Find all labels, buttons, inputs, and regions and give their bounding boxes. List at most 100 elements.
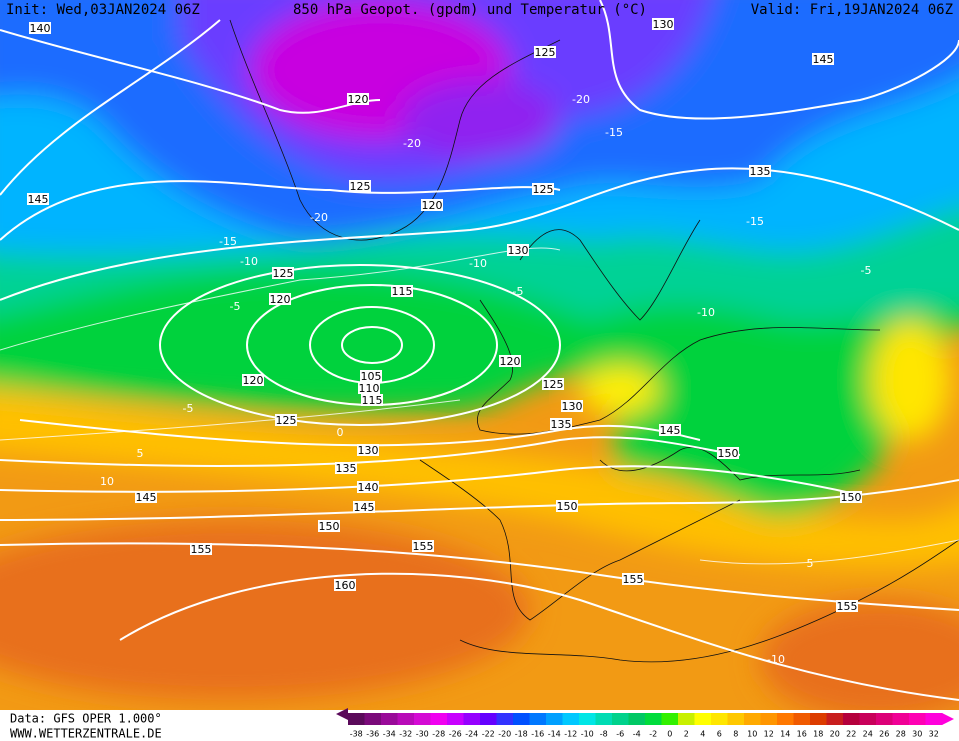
colorbar-swatch bbox=[810, 713, 827, 725]
colorbar-swatch bbox=[579, 713, 596, 725]
colorbar-arrow-left bbox=[336, 708, 348, 720]
colorbar-tick-label: -30 bbox=[416, 730, 429, 739]
colorbar-tick-label: 6 bbox=[717, 730, 722, 739]
geopotential-label: 105 bbox=[361, 370, 382, 383]
label-box bbox=[358, 382, 380, 394]
geopotential-label: 130 bbox=[653, 18, 674, 31]
label-box bbox=[334, 579, 356, 591]
data-source: Data: GFS OPER 1.000° bbox=[10, 712, 162, 726]
geopotential-label: 110 bbox=[359, 382, 380, 395]
geopotential-label: 145 bbox=[660, 424, 681, 437]
label-box bbox=[421, 199, 443, 211]
colorbar-swatch bbox=[645, 713, 662, 725]
colorbar-tick-label: -8 bbox=[600, 730, 608, 739]
colorbar-swatch bbox=[612, 713, 629, 725]
temperature-label: -15 bbox=[219, 235, 237, 248]
geopotential-label: 145 bbox=[813, 53, 834, 66]
geopotential-label: 115 bbox=[392, 285, 413, 298]
temperature-field bbox=[0, 0, 959, 720]
geopotential-label: 120 bbox=[500, 355, 521, 368]
label-box bbox=[550, 418, 572, 430]
geopotential-label: 145 bbox=[136, 491, 157, 504]
temperature-label: -20 bbox=[572, 93, 590, 106]
temperature-label: -10 bbox=[697, 306, 715, 319]
map-title: 850 hPa Geopot. (gpdm) und Temperatur (°… bbox=[293, 2, 647, 18]
colorbar-swatch bbox=[876, 713, 893, 725]
colorbar-swatch bbox=[348, 713, 365, 725]
contour-labels: 140 130 125 145 120 125 120 125 135 145 130 125 120 1… bbox=[27, 18, 871, 666]
geopotential-label: 140 bbox=[30, 22, 51, 35]
colorbar-tick-label: 28 bbox=[896, 730, 906, 739]
temperature-label: -5 bbox=[861, 264, 872, 277]
colorbar-tick-label: -38 bbox=[350, 730, 363, 739]
label-box bbox=[542, 378, 564, 390]
temperature-label: -15 bbox=[605, 126, 623, 139]
geopotential-label: 125 bbox=[273, 267, 294, 280]
label-box bbox=[812, 53, 834, 65]
colorbar-swatch bbox=[909, 713, 926, 725]
colorbar-tick-label: -6 bbox=[616, 730, 624, 739]
colorbar-tick-label: 32 bbox=[929, 730, 939, 739]
colorbar-tick-label: 24 bbox=[863, 730, 873, 739]
coastlines bbox=[229, 19, 959, 663]
geopotential-label: 150 bbox=[557, 500, 578, 513]
label-box bbox=[269, 293, 291, 305]
colorbar-tick-label: -18 bbox=[515, 730, 528, 739]
label-box bbox=[335, 462, 357, 474]
colorbar-swatch bbox=[414, 713, 431, 725]
temperature-label: -5 bbox=[183, 402, 194, 415]
label-box bbox=[412, 540, 434, 552]
colorbar-tick-label: -16 bbox=[531, 730, 544, 739]
colorbar-arrow-right bbox=[942, 713, 954, 725]
colorbar-tick-label: 8 bbox=[733, 730, 738, 739]
geopotential-label: 155 bbox=[837, 600, 858, 613]
valid-time: Valid: Fri,19JAN2024 06Z bbox=[751, 2, 953, 18]
geopotential-label: 125 bbox=[543, 378, 564, 391]
geopotential-label: 115 bbox=[362, 394, 383, 407]
temperature-label: -20 bbox=[403, 137, 421, 150]
colorbar-tick-label: -2 bbox=[649, 730, 657, 739]
colorbar-tick-label: 16 bbox=[797, 730, 807, 739]
label-box bbox=[29, 22, 51, 34]
colorbar-swatch bbox=[694, 713, 712, 725]
label-box bbox=[534, 46, 556, 58]
label-box bbox=[357, 444, 379, 456]
label-box bbox=[360, 370, 382, 382]
colorbar-tick-label: 10 bbox=[747, 730, 757, 739]
colorbar-tick-label: 2 bbox=[684, 730, 689, 739]
colorbar-swatch bbox=[496, 713, 514, 725]
colorbar-tick-label: -26 bbox=[449, 730, 462, 739]
colorbar-swatch bbox=[447, 713, 464, 725]
temperature-label: -10 bbox=[767, 653, 785, 666]
colorbar-tick-label: 22 bbox=[846, 730, 856, 739]
colorbar-tick-label: -12 bbox=[564, 730, 577, 739]
colorbar: -38 -36 -34 -32 -30 -28 -26 -24 -22 -20 -18 -16 -14-… bbox=[336, 708, 954, 739]
colorbar-tick-label: 30 bbox=[912, 730, 922, 739]
geopotential-label: 135 bbox=[336, 462, 357, 475]
colorbar-tick-label: 4 bbox=[700, 730, 705, 739]
geopotential-label: 150 bbox=[841, 491, 862, 504]
label-box bbox=[349, 180, 371, 192]
geopotential-label: 155 bbox=[413, 540, 434, 553]
colorbar-swatch bbox=[661, 713, 679, 725]
geopotential-label: 120 bbox=[422, 199, 443, 212]
geopotential-label: 135 bbox=[551, 418, 572, 431]
colorbar-tick-label: -10 bbox=[581, 730, 594, 739]
geopotential-label: 145 bbox=[28, 193, 49, 206]
colorbar-tick-label: 14 bbox=[780, 730, 790, 739]
colorbar-tick-label: 12 bbox=[764, 730, 774, 739]
geopotential-label: 125 bbox=[533, 183, 554, 196]
label-box bbox=[507, 244, 529, 256]
label-box bbox=[499, 355, 521, 367]
colorbar-tick-label: -14 bbox=[548, 730, 561, 739]
colorbar-tick-label: -22 bbox=[482, 730, 495, 739]
label-box bbox=[556, 500, 578, 512]
colorbar-swatch bbox=[513, 713, 530, 725]
label-box bbox=[135, 491, 157, 503]
geopotential-label: 160 bbox=[335, 579, 356, 592]
colorbar-tick-label: 26 bbox=[879, 730, 889, 739]
init-time: Init: Wed,03JAN2024 06Z bbox=[6, 2, 200, 18]
geopotential-label: 120 bbox=[348, 93, 369, 106]
label-box bbox=[353, 501, 375, 513]
